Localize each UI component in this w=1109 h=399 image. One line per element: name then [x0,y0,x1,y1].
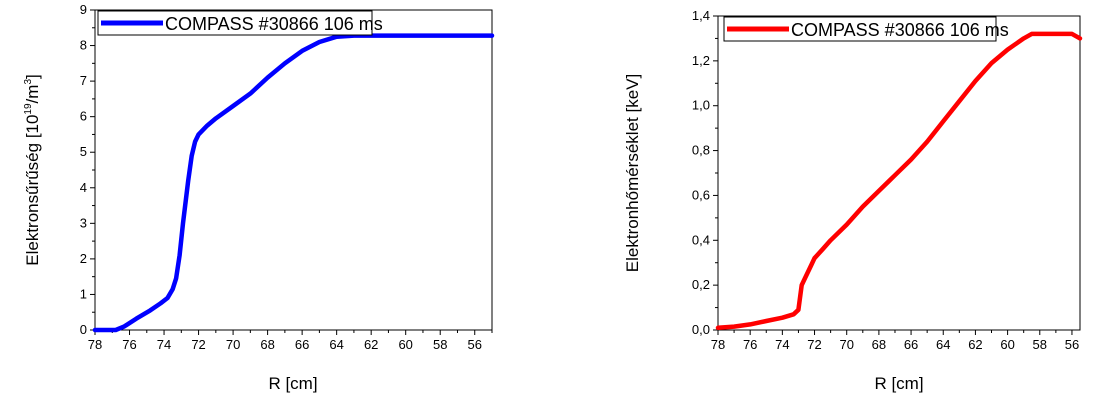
x-tick-label: 60 [398,337,412,352]
x-tick-label: 62 [968,337,982,352]
x-tick-label: 76 [122,337,136,352]
y-tick-label: 5 [80,144,87,159]
x-tick-label: 58 [1033,337,1047,352]
density-series-line [92,33,495,333]
x-axis-label: R [cm] [268,374,317,393]
x-tick-label: 56 [1065,337,1079,352]
x-tick-label: 64 [329,337,343,352]
temperature-series-line [715,31,1083,331]
x-tick-label: 62 [364,337,378,352]
x-tick-label: 70 [839,337,853,352]
x-tick-label: 72 [191,337,205,352]
x-tick-label: 64 [936,337,950,352]
y-tick-label: 3 [80,215,87,230]
x-tick-label: 70 [226,337,240,352]
y-tick-label: 0,6 [692,187,710,202]
x-tick-label: 68 [872,337,886,352]
x-tick-label: 58 [433,337,447,352]
y-tick-label: 0,2 [692,277,710,292]
y-axis-label: Elektronsűrűség [1019/m3] [23,74,42,266]
axis-ticks: 78 76 74 72 70 68 66 64 62 60 58 56 0,0 0,2 0,4 0,6 0,8 1… [692,8,1079,352]
y-label-end: ] [23,74,42,79]
y-label-main: Elektronsűrűség [10 [23,115,42,266]
y-label-exp2: 3 [23,79,34,85]
y-axis-label: Elektronhőmérséklet [keV] [623,74,642,272]
y-tick-label: 7 [80,73,87,88]
x-tick-label: 66 [904,337,918,352]
x-tick-label: 74 [775,337,789,352]
y-tick-label: 0 [80,322,87,337]
y-label-mid: /m [23,85,42,104]
x-tick-label: 60 [1000,337,1014,352]
x-tick-label: 56 [468,337,482,352]
x-tick-label: 68 [260,337,274,352]
y-label-exp1: 19 [23,103,34,115]
x-tick-label: 66 [295,337,309,352]
x-axis-label: R [cm] [874,374,923,393]
y-tick-label: 8 [80,38,87,53]
y-tick-label: 2 [80,251,87,266]
legend-label: COMPASS #30866 106 ms [165,14,383,34]
y-tick-label: 1,0 [692,98,710,113]
y-tick-label: 1,4 [692,8,710,23]
y-tick-label: 9 [80,2,87,17]
y-tick-label: 6 [80,109,87,124]
y-tick-label: 4 [80,180,87,195]
x-tick-label: 74 [157,337,171,352]
x-tick-label: 72 [807,337,821,352]
y-tick-label: 1,2 [692,53,710,68]
x-tick-label: 76 [743,337,757,352]
x-tick-label: 78 [711,337,725,352]
x-tick-label: 78 [88,337,102,352]
y-tick-label: 0,0 [692,322,710,337]
y-tick-label: 0,4 [692,232,710,247]
y-tick-label: 0,8 [692,143,710,158]
temperature-chart: 78 76 74 72 70 68 66 64 62 60 58 56 0,0 0,2 0,4 0,6 0,8 1… [623,8,1083,393]
y-tick-label: 1 [80,286,87,301]
legend-label: COMPASS #30866 106 ms [791,20,1009,40]
